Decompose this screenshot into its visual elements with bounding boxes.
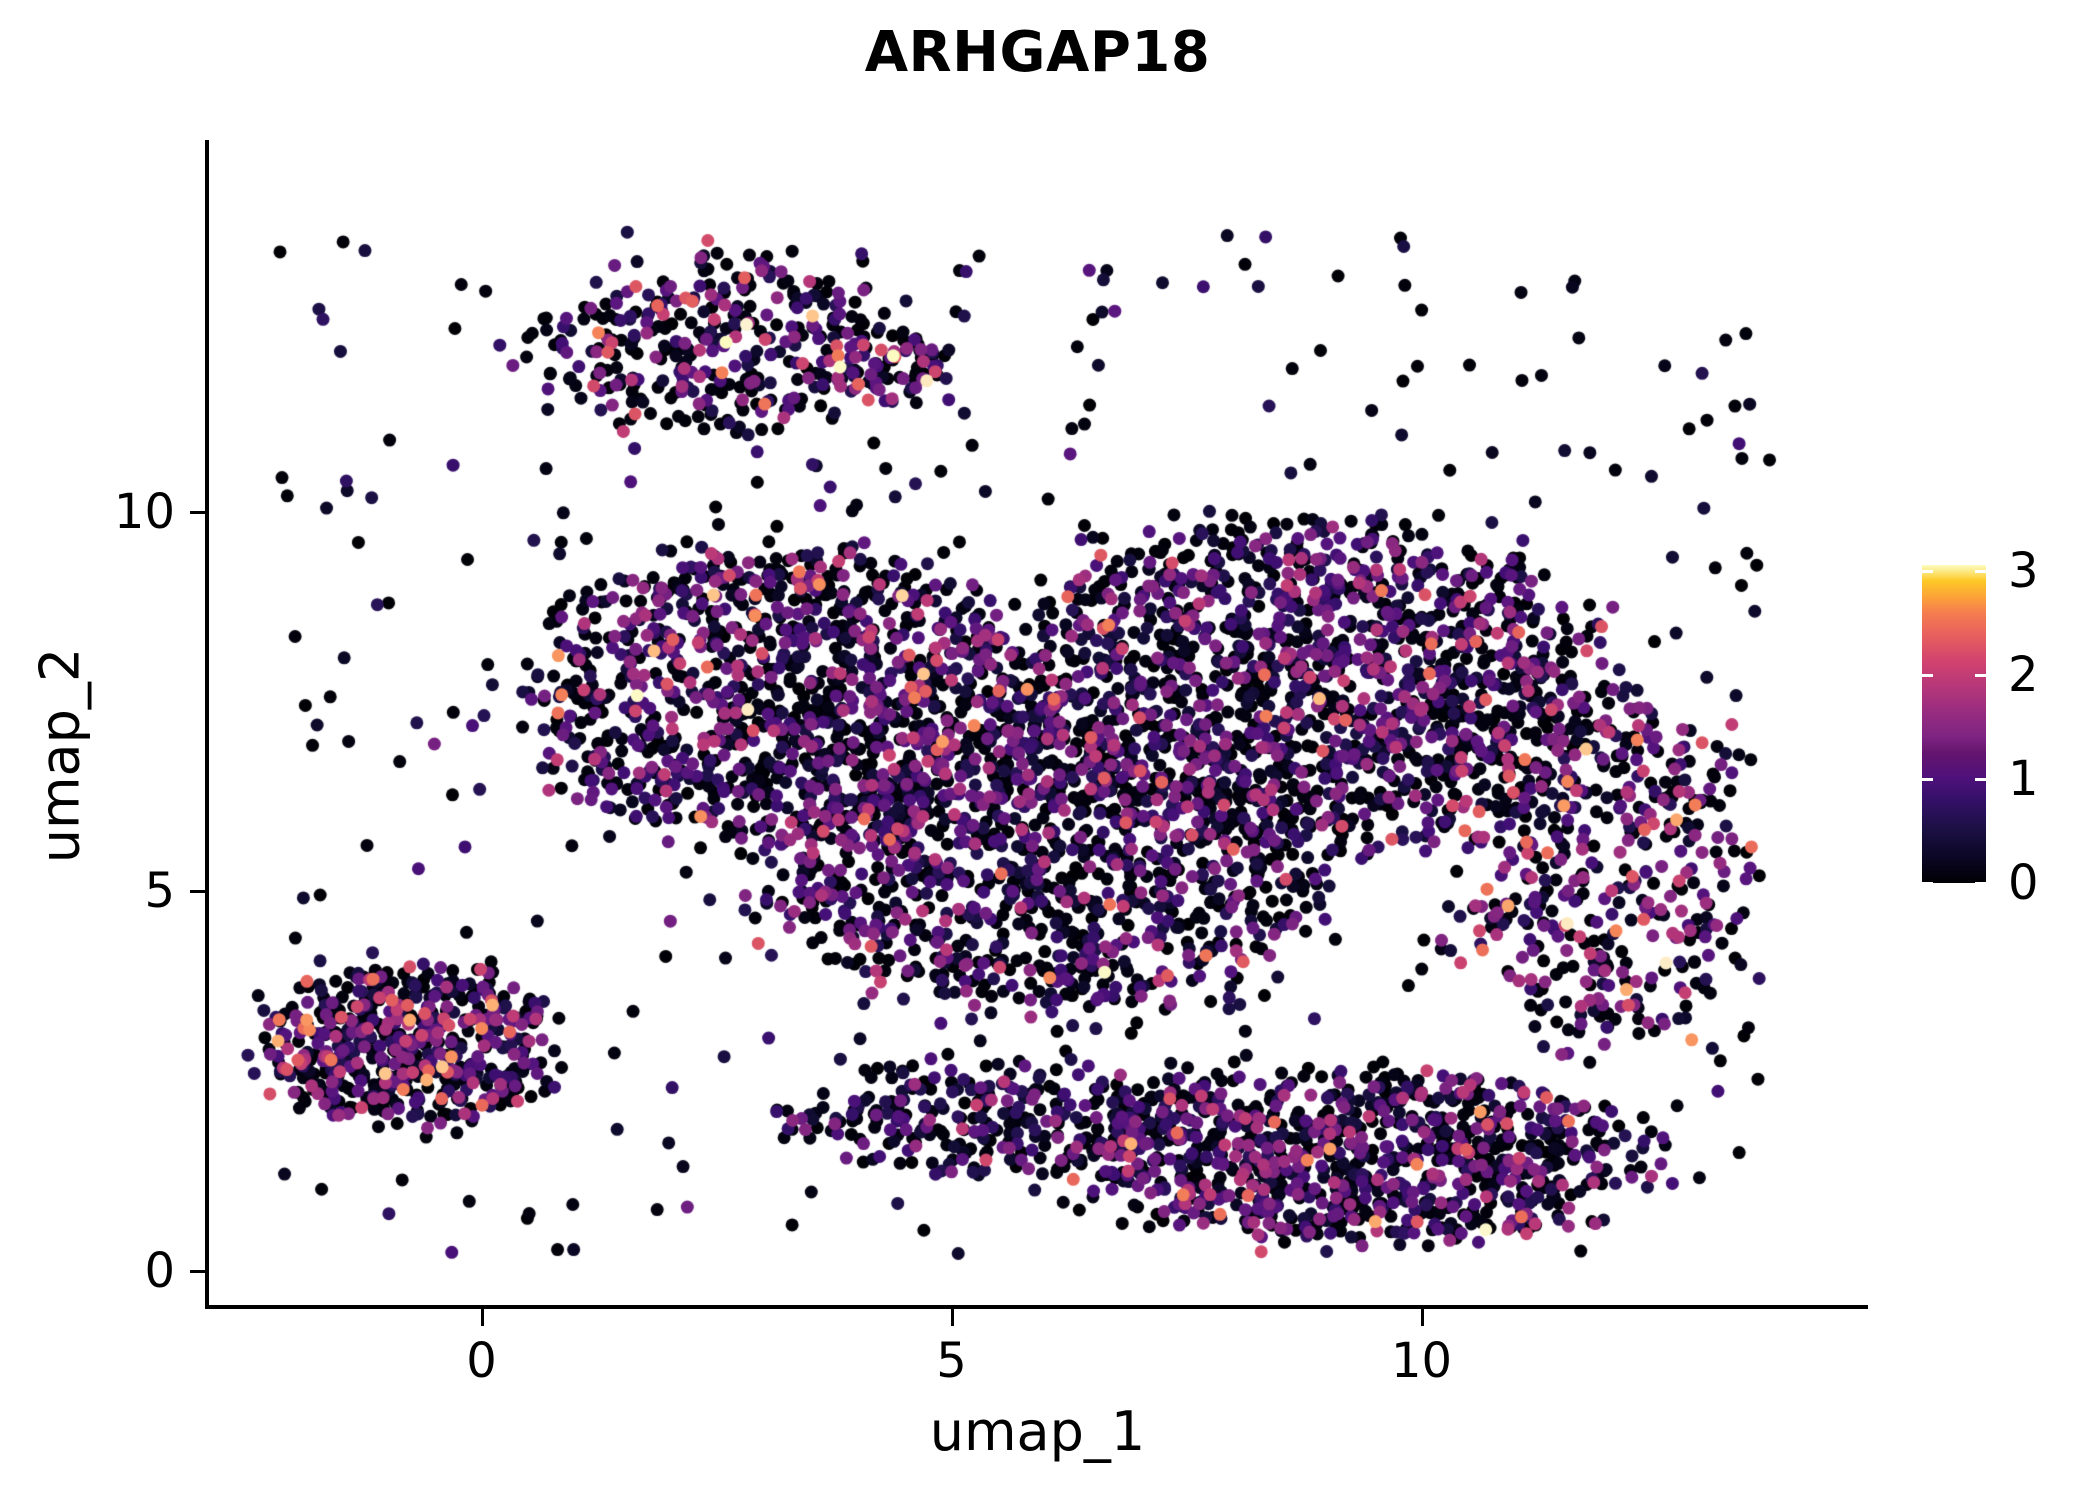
colorbar-tick-label: 2 [2008,647,2039,704]
colorbar-tick-mark [1922,882,1933,885]
colorbar-tick-label: 3 [2008,543,2039,600]
colorbar-tick-mark [1922,570,1933,574]
x-tick-mark [480,1309,484,1326]
x-axis-label: umap_1 [929,1400,1146,1463]
colorbar-tick-mark [1975,674,1986,678]
y-tick-mark [190,510,207,514]
colorbar-tick-mark [1922,674,1933,678]
y-axis-label: umap_2 [28,647,92,864]
colorbar-tick-label: 1 [2008,751,2039,808]
colorbar-tick-mark [1975,570,1986,574]
colorbar-tick-mark [1975,778,1986,782]
y-tick-label: 0 [144,1242,175,1299]
scatter-plot-canvas [209,140,1868,1305]
colorbar-tick-label: 0 [2008,855,2039,911]
y-tick-label: 5 [144,863,175,920]
y-tick-mark [190,890,207,894]
x-axis-spine [205,1305,1868,1309]
colorbar-tick-mark [1975,882,1986,885]
colorbar-tick-mark [1922,778,1933,782]
y-axis-spine [205,140,209,1309]
x-tick-mark [1420,1309,1424,1326]
page-title: ARHGAP18 [864,20,1211,85]
y-tick-mark [190,1269,207,1273]
colorbar-gradient [1922,565,1986,883]
y-tick-label: 10 [113,483,175,540]
x-tick-mark [950,1309,954,1326]
x-tick-label: 10 [1390,1333,1453,1389]
x-tick-label: 5 [936,1333,967,1389]
colorbar[interactable]: 0 1 2 3 [1922,543,2039,911]
x-tick-label: 0 [466,1333,497,1389]
